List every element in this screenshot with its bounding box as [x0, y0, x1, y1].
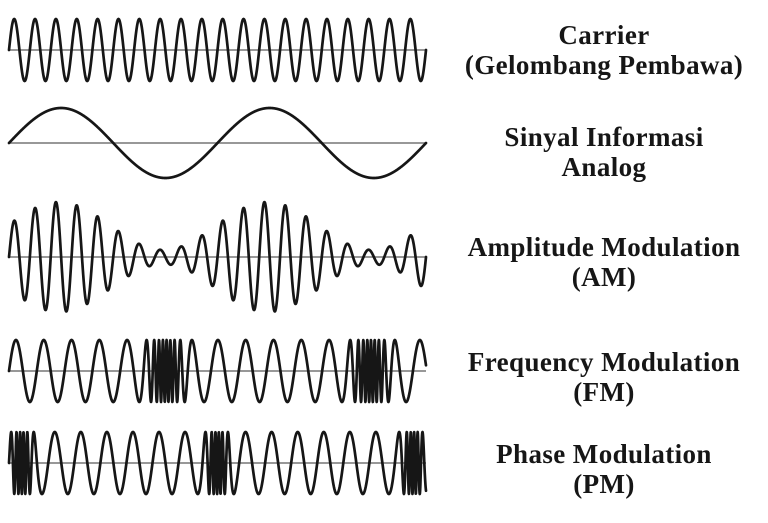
analog-wave-area [0, 95, 440, 190]
analog-label-line1: Sinyal Informasi [504, 121, 704, 152]
fm-label-area: Frequency Modulation (FM) [440, 325, 768, 420]
carrier-label: Carrier (Gelombang Pembawa) [465, 20, 743, 80]
am-label: Amplitude Modulation (AM) [468, 232, 741, 292]
carrier-label-line2: (Gelombang Pembawa) [464, 49, 744, 80]
pm-waveform [7, 430, 428, 496]
row-analog-signal: Sinyal Informasi Analog [0, 95, 768, 190]
carrier-label-area: Carrier (Gelombang Pembawa) [440, 0, 768, 95]
fm-label-line1: Frequency Modulation [467, 346, 741, 377]
analog-label-line2: Analog [561, 151, 647, 182]
analog-label-area: Sinyal Informasi Analog [440, 95, 768, 190]
analog-signal-label: Sinyal Informasi Analog [504, 122, 703, 182]
pm-label-line1: Phase Modulation [496, 438, 712, 469]
fm-waveform [7, 338, 428, 404]
row-frequency-modulation: Frequency Modulation (FM) [0, 325, 768, 420]
fm-wave-area [0, 325, 440, 420]
pm-label-area: Phase Modulation (PM) [440, 420, 768, 523]
pm-label: Phase Modulation (PM) [496, 439, 712, 499]
am-waveform [7, 200, 428, 313]
analog-signal-waveform [7, 106, 428, 180]
am-label-line1: Amplitude Modulation [467, 231, 741, 262]
fm-label-line2: (FM) [573, 376, 635, 407]
fm-label: Frequency Modulation (FM) [468, 347, 740, 407]
pm-wave-area [0, 420, 440, 523]
am-wave-area [0, 190, 440, 325]
carrier-label-line1: Carrier [558, 19, 650, 50]
row-phase-modulation: Phase Modulation (PM) [0, 420, 768, 523]
am-label-area: Amplitude Modulation (AM) [440, 190, 768, 325]
row-amplitude-modulation: Amplitude Modulation (AM) [0, 190, 768, 325]
row-carrier: Carrier (Gelombang Pembawa) [0, 0, 768, 95]
carrier-wave-area [0, 0, 440, 95]
carrier-waveform [7, 17, 428, 83]
pm-label-line2: (PM) [573, 468, 635, 499]
am-label-line2: (AM) [571, 261, 637, 292]
